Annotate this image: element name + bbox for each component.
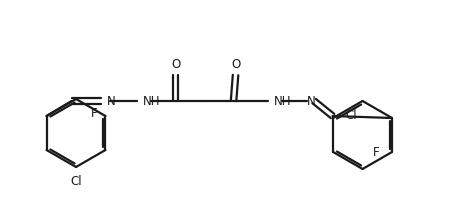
- Text: F: F: [91, 107, 98, 120]
- Text: F: F: [373, 146, 380, 159]
- Text: NH: NH: [274, 95, 291, 108]
- Text: N: N: [106, 95, 116, 108]
- Text: O: O: [231, 58, 240, 71]
- Text: O: O: [171, 58, 180, 71]
- Text: Cl: Cl: [346, 109, 357, 122]
- Text: N: N: [307, 95, 316, 108]
- Text: Cl: Cl: [70, 174, 82, 187]
- Text: NH: NH: [143, 95, 160, 108]
